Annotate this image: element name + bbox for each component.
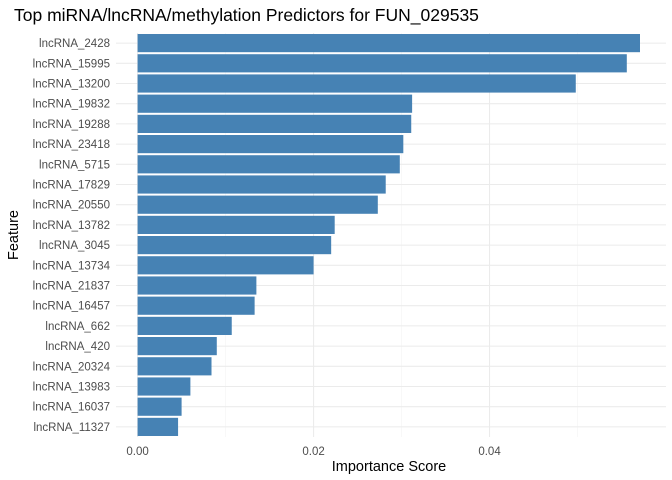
bar-lncRNA_13734 [137, 256, 314, 275]
y-tick-label: lncRNA_420 [45, 341, 110, 353]
y-tick-label: lncRNA_20324 [33, 361, 111, 373]
y-tick-label: lncRNA_13734 [33, 260, 111, 272]
bar-lncRNA_23418 [137, 135, 404, 154]
y-tick-label: lncRNA_20550 [33, 200, 110, 212]
bar-lncRNA_20324 [137, 357, 212, 376]
y-tick-label: lncRNA_3045 [39, 240, 110, 252]
chart-title: Top miRNA/lncRNA/methylation Predictors … [14, 5, 479, 26]
y-tick-label: lncRNA_2428 [39, 38, 110, 50]
y-tick-label: lncRNA_5715 [39, 159, 110, 171]
bar-lncRNA_16457 [137, 296, 255, 315]
y-axis-title: Feature [6, 210, 22, 260]
bar-lncRNA_19288 [137, 114, 412, 133]
x-tick-label: 0.04 [478, 446, 501, 458]
y-tick-label: lncRNA_11327 [33, 422, 110, 434]
x-tick-label: 0.00 [126, 446, 148, 458]
y-tick-label: lncRNA_17829 [33, 180, 110, 192]
bar-lncRNA_3045 [137, 236, 332, 255]
y-tick-label: lncRNA_16037 [33, 402, 110, 414]
bar-lncRNA_20550 [137, 195, 378, 214]
y-tick-label: lncRNA_13200 [33, 79, 110, 91]
y-tick-label: lncRNA_13983 [33, 382, 110, 394]
bar-lncRNA_17829 [137, 175, 386, 194]
bar-lncRNA_16037 [137, 397, 182, 416]
y-tick-labels: lncRNA_2428 lncRNA_15995 lncRNA_13200 lncRN… [33, 38, 111, 434]
bar-lncRNA_19832 [137, 94, 413, 113]
bar-lncRNA_15995 [137, 54, 627, 73]
x-tick-label: 0.02 [302, 446, 324, 458]
bar-lncRNA_13782 [137, 215, 335, 234]
bar-lncRNA_11327 [137, 417, 179, 436]
bar-lncRNA_662 [137, 316, 232, 335]
x-tick-labels: 0.00 0.02 0.04 [126, 446, 501, 458]
y-tick-label: lncRNA_19832 [33, 99, 110, 111]
bar-lncRNA_21837 [137, 276, 257, 295]
grid-lines [116, 33, 666, 437]
bar-lncRNA_420 [137, 337, 217, 356]
bar-lncRNA_2428 [137, 34, 640, 53]
y-tick-label: lncRNA_16457 [33, 301, 110, 313]
bar-lncRNA_13983 [137, 377, 191, 396]
y-tick-label: lncRNA_13782 [33, 220, 110, 232]
y-tick-label: lncRNA_23418 [33, 139, 110, 151]
y-tick-label: lncRNA_21837 [33, 281, 110, 293]
x-axis-title: Importance Score [332, 459, 446, 475]
y-tick-label: lncRNA_662 [45, 321, 110, 333]
bars [137, 34, 640, 436]
bar-lncRNA_5715 [137, 155, 400, 174]
y-tick-label: lncRNA_19288 [33, 119, 110, 131]
bar-lncRNA_13200 [137, 74, 576, 93]
y-tick-label: lncRNA_15995 [33, 58, 110, 70]
